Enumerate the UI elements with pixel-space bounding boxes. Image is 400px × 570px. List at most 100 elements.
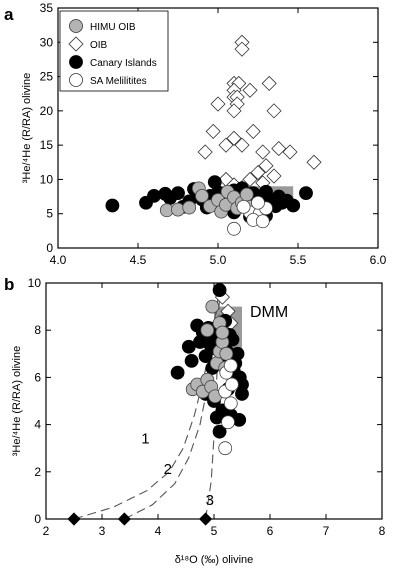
y-tick-label-a: 20	[40, 104, 54, 118]
point-oib-a	[226, 103, 242, 119]
panel-b-y-axis-label: ³He/⁴He (R/RA) olivine	[11, 346, 23, 456]
point-sa-a	[236, 199, 251, 214]
x-tick-label-a: 5.5	[290, 253, 307, 267]
y-tick-label-a: 35	[40, 1, 54, 15]
point-sa-a	[255, 214, 270, 229]
y-tick-label-a: 30	[40, 35, 54, 49]
point-oib-a	[218, 137, 234, 153]
point-himu-b	[215, 325, 230, 340]
legend-item-sa: SA Melilitites	[69, 73, 147, 87]
point-oib-a	[205, 123, 221, 139]
y-tick-label-b: 4	[34, 418, 41, 432]
point-oib-a	[234, 137, 250, 153]
point-canary-a	[105, 198, 120, 213]
point-himu-b	[219, 346, 234, 361]
point-canary-a	[147, 188, 161, 203]
point-himu-a	[171, 202, 185, 217]
point-oib-a	[197, 144, 213, 160]
dmm-label: DMM	[250, 304, 288, 321]
point-oib-a	[242, 171, 258, 187]
point-himu-b	[200, 323, 215, 338]
point-oib-a	[266, 103, 282, 119]
point-sa-a	[227, 221, 241, 236]
x-tick-label-b: 8	[379, 524, 386, 538]
y-tick-label-b: 2	[34, 465, 41, 479]
point-oib-a	[242, 82, 258, 98]
point-oib-a	[282, 144, 298, 160]
panel-a: a 4.0 4.5 5.0 5.5 6.0 0 5 10 15 20 25 30 35 ³He/⁴He …	[4, 1, 387, 267]
legend: HIMU OIB OIB Canary Islands SA Melilitit…	[59, 10, 169, 92]
point-canary-b	[212, 283, 227, 297]
point-oib-a	[306, 154, 322, 170]
point-sa-b	[221, 415, 235, 430]
legend-marker-sa	[69, 73, 83, 87]
y-tick-label-a: 10	[40, 172, 54, 186]
point-oib-a	[261, 75, 277, 91]
x-tick-label-a: 4.0	[50, 253, 67, 267]
y-tick-label-a: 5	[46, 207, 53, 221]
point-oib-a	[266, 168, 282, 184]
legend-item-oib: OIB	[68, 36, 108, 52]
x-tick-label-b: 4	[155, 524, 162, 538]
point-oib-a	[271, 141, 287, 157]
x-tick-label-b: 2	[43, 524, 50, 538]
y-tick-label-a: 15	[40, 138, 54, 152]
y-tick-label-b: 8	[34, 323, 41, 337]
mixing-curve-label-2: 2	[164, 461, 172, 478]
point-himu-b	[205, 299, 220, 314]
point-oib-a	[258, 158, 274, 174]
point-canary-b	[170, 365, 185, 380]
point-sa-b	[218, 441, 233, 456]
y-tick-label-b: 0	[34, 512, 41, 526]
y-tick-label-a: 25	[40, 70, 54, 84]
point-canary-a	[299, 186, 313, 201]
panel-b-letter: b	[4, 275, 14, 294]
point-sa-b	[225, 377, 239, 392]
x-tick-label-b: 3	[99, 524, 106, 538]
x-tick-label-b: 7	[323, 524, 330, 538]
mixing-curve-2	[124, 287, 221, 520]
x-tick-label-b: 5	[211, 524, 218, 538]
point-canary-a	[286, 198, 301, 213]
panel-a-letter: a	[4, 5, 14, 24]
legend-label-oib: OIB	[90, 40, 108, 51]
x-tick-label-a: 5.0	[210, 253, 227, 267]
legend-label-himu: HIMU OIB	[90, 22, 136, 33]
y-tick-label-b: 10	[28, 276, 42, 290]
legend-marker-oib	[68, 36, 84, 52]
mixing-curve-label-1: 1	[141, 430, 149, 447]
x-tick-label-b: 6	[267, 524, 274, 538]
point-himu-a	[182, 200, 197, 215]
legend-label-sa: SA Melilitites	[90, 76, 147, 87]
legend-marker-himu	[69, 19, 83, 33]
legend-label-canary: Canary Islands	[90, 58, 157, 69]
x-tick-label-a: 4.5	[130, 253, 147, 267]
y-tick-label-b: 6	[34, 370, 41, 384]
point-oib-a	[250, 165, 266, 181]
point-oib-a	[226, 130, 242, 146]
x-tick-label-a: 6.0	[370, 253, 387, 267]
point-canary-b	[212, 424, 227, 439]
panel-b-x-axis-label: δ¹⁸O (‰) olivine	[175, 554, 254, 566]
y-tick-label-a: 0	[46, 241, 53, 255]
point-oib-a	[210, 96, 226, 112]
panel-a-y-axis-label: ³He/⁴He (R/RA) olivine	[21, 73, 33, 183]
point-canary-b	[235, 387, 249, 401]
point-canary-b	[198, 349, 213, 364]
point-canary-a	[171, 186, 185, 201]
point-oib-a	[255, 144, 271, 160]
point-oib-a	[234, 41, 250, 57]
point-himu-a	[239, 187, 254, 202]
point-oib-a	[245, 123, 261, 139]
point-himu-a	[195, 188, 209, 203]
point-canary-b	[184, 353, 199, 368]
point-sa-a	[251, 195, 265, 210]
legend-marker-canary	[69, 55, 83, 69]
point-sa-b	[223, 396, 238, 411]
legend-item-himu: HIMU OIB	[69, 19, 136, 33]
point-sa-b	[223, 358, 238, 373]
mixing-curve-1	[73, 287, 221, 520]
mixing-curve-label-3: 3	[206, 492, 214, 509]
